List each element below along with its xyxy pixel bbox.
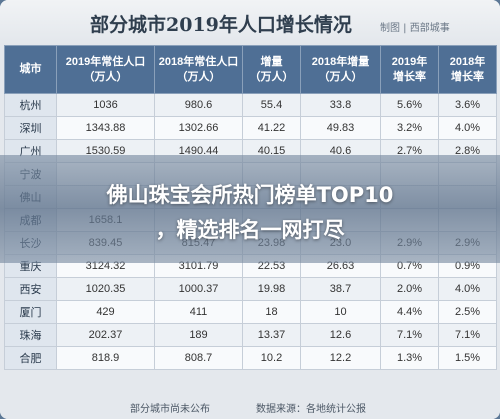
column-header: 2019年增长率	[380, 45, 439, 94]
table-cell: 18	[242, 300, 301, 324]
table-cell: 7.1%	[380, 323, 439, 347]
table-cell: 7.1%	[438, 323, 497, 347]
column-header-line: 2018年	[449, 55, 486, 68]
column-header: 增量 （万人）	[242, 45, 301, 94]
table-cell: 10	[300, 300, 381, 324]
table-cell: 5.6%	[380, 93, 439, 117]
table-cell: 1036	[56, 93, 155, 117]
table-row: 珠海 202.37 189 13.37 12.6 7.1% 7.1%	[4, 323, 497, 347]
table-cell: 980.6	[154, 93, 243, 117]
column-header-line: 2018年常住人口	[158, 55, 239, 68]
table-cell: 1302.66	[154, 116, 243, 140]
footer-note: 部分城市尚未公布	[130, 404, 210, 415]
column-header-unit: （万人）	[176, 70, 221, 83]
table-cell: 4.0%	[438, 277, 497, 301]
table-cell: 12.2	[300, 346, 381, 370]
column-header: 城市	[4, 45, 57, 94]
table-cell: 1343.88	[56, 116, 155, 140]
table-cell: 13.37	[242, 323, 301, 347]
city-cell: 深圳	[4, 116, 57, 140]
column-header: 2018年常住人口 （万人）	[154, 45, 243, 94]
table-cell: 3.6%	[438, 93, 497, 117]
city-cell: 西安	[4, 277, 57, 301]
column-header-unit: 增长率	[393, 70, 426, 83]
page-title: 部分城市2019年人口增长情况	[90, 14, 352, 36]
column-header-line: 2019年常住人口	[65, 55, 146, 68]
table-cell: 429	[56, 300, 155, 324]
credit-text: 制图 | 西部城事	[380, 23, 450, 34]
table-cell: 202.37	[56, 323, 155, 347]
column-header-line: 2019年	[391, 55, 428, 68]
headline-overlay	[0, 155, 500, 263]
table-cell: 12.6	[300, 323, 381, 347]
table-cell: 1020.35	[56, 277, 155, 301]
column-header: 2018年增量 （万人）	[300, 45, 381, 94]
table-cell: 4.0%	[438, 116, 497, 140]
column-header-line: 增量	[260, 55, 283, 68]
column-header: 2019年常住人口 （万人）	[56, 45, 155, 94]
table-cell: 2.0%	[380, 277, 439, 301]
city-cell: 合肥	[4, 346, 57, 370]
table-cell: 189	[154, 323, 243, 347]
table-cell: 41.22	[242, 116, 301, 140]
column-header-unit: （万人）	[318, 70, 363, 83]
table-cell: 3.2%	[380, 116, 439, 140]
table-cell: 55.4	[242, 93, 301, 117]
column-header: 2018年增长率	[438, 45, 497, 94]
table-header-row: 城市 2019年常住人口 （万人） 2018年常住人口 （万人） 增量 （万人） 2018年增…	[4, 45, 497, 94]
table-cell: 38.7	[300, 277, 381, 301]
table-cell: 411	[154, 300, 243, 324]
column-header-line: 2018年增量	[311, 55, 370, 68]
headline-line-2[interactable]: ，精选排名一网打尽	[155, 218, 345, 242]
table-row: 合肥 818.9 808.7 10.2 12.2 1.3% 1.5%	[4, 346, 497, 370]
table-cell: 818.9	[56, 346, 155, 370]
table-row: 深圳 1343.88 1302.66 41.22 49.83 3.2% 4.0%	[4, 116, 497, 140]
headline-line-1[interactable]: 佛山珠宝会所热门榜单TOP10	[106, 183, 394, 207]
city-cell: 珠海	[4, 323, 57, 347]
column-header-unit: （万人）	[83, 70, 128, 83]
table-cell: 1.3%	[380, 346, 439, 370]
table-cell: 2.5%	[438, 300, 497, 324]
column-header-unit: （万人）	[249, 70, 294, 83]
table-cell: 33.8	[300, 93, 381, 117]
city-cell: 杭州	[4, 93, 57, 117]
table-cell: 19.98	[242, 277, 301, 301]
table-cell: 4.4%	[380, 300, 439, 324]
column-header-line: 城市	[19, 63, 42, 75]
column-header-unit: 增长率	[451, 70, 484, 83]
table-row: 厦门 429 411 18 10 4.4% 2.5%	[4, 300, 497, 324]
table-cell: 1.5%	[438, 346, 497, 370]
table-row: 西安 1020.35 1000.37 19.98 38.7 2.0% 4.0%	[4, 277, 497, 301]
footer: 部分城市尚未公布 数据来源：各地统计公报	[0, 392, 500, 419]
table-cell: 808.7	[154, 346, 243, 370]
table-cell: 49.83	[300, 116, 381, 140]
table-cell: 10.2	[242, 346, 301, 370]
table-cell: 1000.37	[154, 277, 243, 301]
city-cell: 厦门	[4, 300, 57, 324]
header: 部分城市2019年人口增长情况 制图 | 西部城事	[0, 0, 500, 45]
table-row: 杭州 1036 980.6 55.4 33.8 5.6% 3.6%	[4, 93, 497, 117]
footer-source: 数据来源：各地统计公报	[256, 404, 366, 415]
